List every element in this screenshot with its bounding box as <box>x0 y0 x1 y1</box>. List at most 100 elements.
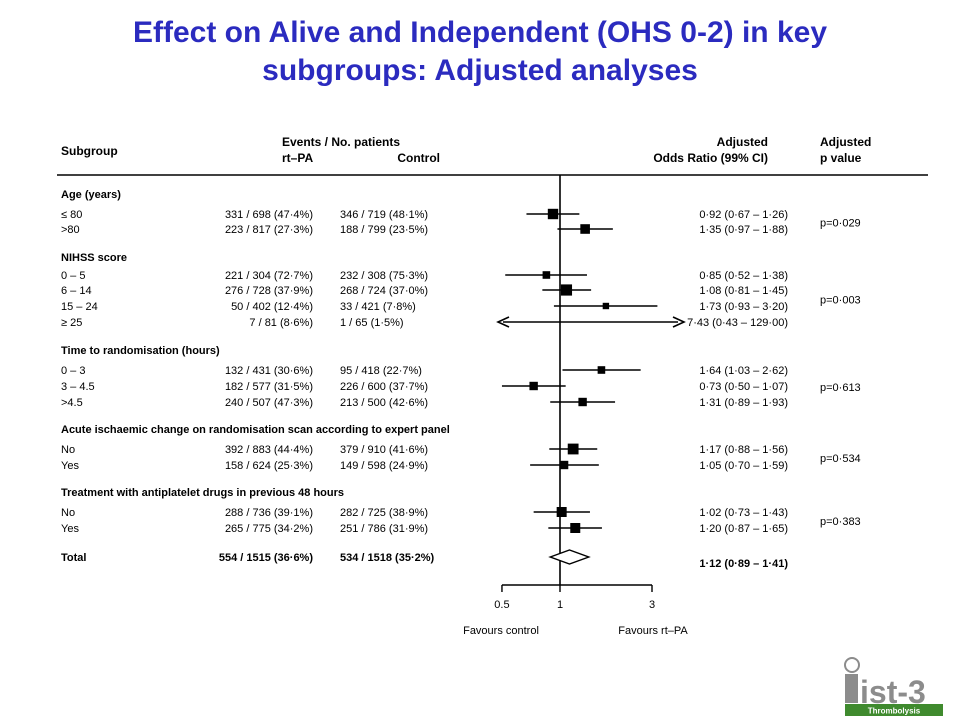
x-tick-label: 3 <box>649 599 655 611</box>
row-rtpa: 182 / 577 (31·5%) <box>225 381 313 393</box>
row-rtpa: 265 / 775 (34·2%) <box>225 523 313 535</box>
row-label: 6 – 14 <box>61 285 92 297</box>
estimate-square <box>578 397 587 407</box>
logo-band <box>845 704 943 716</box>
estimate-square <box>559 460 569 470</box>
row-rtpa: 132 / 431 (30·6%) <box>225 365 313 377</box>
row-control: 213 / 500 (42·6%) <box>340 397 428 409</box>
row-or-text: 1·20 (0·87 – 1·65) <box>699 523 788 535</box>
row-rtpa: 50 / 402 (12·4%) <box>231 301 313 313</box>
row-control: 95 / 418 (22·7%) <box>340 365 422 377</box>
header-rtpa: rt–PA <box>282 151 313 165</box>
row-rtpa: 223 / 817 (27·3%) <box>225 224 313 236</box>
logo-dot <box>844 657 860 673</box>
row-or-text: 1·05 (0·70 – 1·59) <box>699 460 788 472</box>
row-label: Yes <box>61 460 79 472</box>
group-label: NIHSS score <box>61 252 127 264</box>
x-tick-label: 0.5 <box>494 599 509 611</box>
estimate-square <box>597 366 606 374</box>
group-label: Treatment with antiplatelet drugs in pre… <box>61 487 344 499</box>
estimate-square <box>556 507 567 517</box>
row-label: 0 – 5 <box>61 270 85 282</box>
total-rtpa: 554 / 1515 (36·6%) <box>219 552 314 564</box>
logo-i-stem <box>845 674 858 703</box>
estimate-square <box>580 224 590 234</box>
row-label: Yes <box>61 523 79 535</box>
row-or-text: 7·43 (0·43 – 129·00) <box>687 317 788 329</box>
logo-subtext: Thrombolysis <box>868 707 921 716</box>
ci-arrow-right <box>672 316 686 328</box>
header-or-2: Odds Ratio (99% CI) <box>653 151 768 165</box>
estimate-square <box>529 381 538 391</box>
row-label: No <box>61 507 75 519</box>
row-label: No <box>61 444 75 456</box>
header-control: Control <box>397 151 440 165</box>
row-or-text: 0·92 (0·67 – 1·26) <box>699 209 788 221</box>
row-control: 282 / 725 (38·9%) <box>340 507 428 519</box>
row-or-text: 1·31 (0·89 – 1·93) <box>699 397 788 409</box>
row-label: >4.5 <box>61 397 83 409</box>
row-rtpa: 158 / 624 (25·3%) <box>225 460 313 472</box>
row-rtpa: 392 / 883 (44·4%) <box>225 444 313 456</box>
row-rtpa: 276 / 728 (37·9%) <box>225 285 313 297</box>
group-p-value: p=0·029 <box>820 218 861 230</box>
row-control: 226 / 600 (37·7%) <box>340 381 428 393</box>
estimate-square <box>602 302 610 310</box>
total-control: 534 / 1518 (35·2%) <box>340 552 435 564</box>
estimate-square <box>567 443 579 455</box>
row-label: 0 – 3 <box>61 365 85 377</box>
total-diamond <box>548 549 591 565</box>
row-rtpa: 7 / 81 (8·6%) <box>249 317 313 329</box>
x-label-right: Favours rt–PA <box>618 625 688 637</box>
header-events: Events / No. patients <box>282 135 400 149</box>
estimate-square <box>547 208 559 220</box>
group-p-value: p=0·383 <box>820 516 861 528</box>
row-or-text: 0·85 (0·52 – 1·38) <box>699 270 788 282</box>
slide-title: Effect on Alive and Independent (OHS 0-2… <box>0 14 960 90</box>
slide-title-line-1: Effect on Alive and Independent (OHS 0-2… <box>133 16 827 49</box>
row-control: 346 / 719 (48·1%) <box>340 209 428 221</box>
group-p-value: p=0·003 <box>820 295 861 307</box>
total-label: Total <box>61 552 86 564</box>
x-label-left: Favours control <box>463 625 539 637</box>
row-label: 15 – 24 <box>61 301 98 313</box>
estimate-square <box>542 271 551 279</box>
estimate-square <box>560 284 573 296</box>
x-tick-label: 1 <box>557 599 563 611</box>
row-control: 251 / 786 (31·9%) <box>340 523 428 535</box>
group-label: Age (years) <box>61 189 121 201</box>
header-or-1: Adjusted <box>717 135 768 149</box>
group-p-value: p=0·534 <box>820 453 861 465</box>
row-or-text: 1·17 (0·88 – 1·56) <box>699 444 788 456</box>
row-or-text: 1·02 (0·73 – 1·43) <box>699 507 788 519</box>
row-control: 268 / 724 (37·0%) <box>340 285 428 297</box>
row-or-text: 0·73 (0·50 – 1·07) <box>699 381 788 393</box>
row-control: 33 / 421 (7·8%) <box>340 301 416 313</box>
row-control: 1 / 65 (1·5%) <box>340 317 404 329</box>
row-or-text: 1·64 (1·03 – 2·62) <box>699 365 788 377</box>
row-label: >80 <box>61 224 80 236</box>
slide-title-line-2: subgroups: Adjusted analyses <box>262 54 698 87</box>
row-or-text: 1·73 (0·93 – 3·20) <box>699 301 788 313</box>
row-control: 188 / 799 (23·5%) <box>340 224 428 236</box>
total-or-text: 1·12 (0·89 – 1·41) <box>699 558 788 570</box>
group-label: Acute ischaemic change on randomisation … <box>61 424 450 436</box>
row-or-text: 1·35 (0·97 – 1·88) <box>699 224 788 236</box>
row-control: 149 / 598 (24·9%) <box>340 460 428 472</box>
row-label: ≤ 80 <box>61 209 82 221</box>
row-control: 379 / 910 (41·6%) <box>340 444 428 456</box>
header-p-2: p value <box>820 151 862 165</box>
group-p-value: p=0·613 <box>820 382 861 394</box>
header-p-1: Adjusted <box>820 135 871 149</box>
row-rtpa: 240 / 507 (47·3%) <box>225 397 313 409</box>
estimate-square <box>570 523 581 533</box>
group-label: Time to randomisation (hours) <box>61 345 220 357</box>
row-label: ≥ 25 <box>61 317 82 329</box>
ci-arrow-left <box>496 316 510 328</box>
row-control: 232 / 308 (75·3%) <box>340 270 428 282</box>
row-label: 3 – 4.5 <box>61 381 95 393</box>
header-subgroup: Subgroup <box>61 144 118 158</box>
row-rtpa: 331 / 698 (47·4%) <box>225 209 313 221</box>
row-rtpa: 221 / 304 (72·7%) <box>225 270 313 282</box>
